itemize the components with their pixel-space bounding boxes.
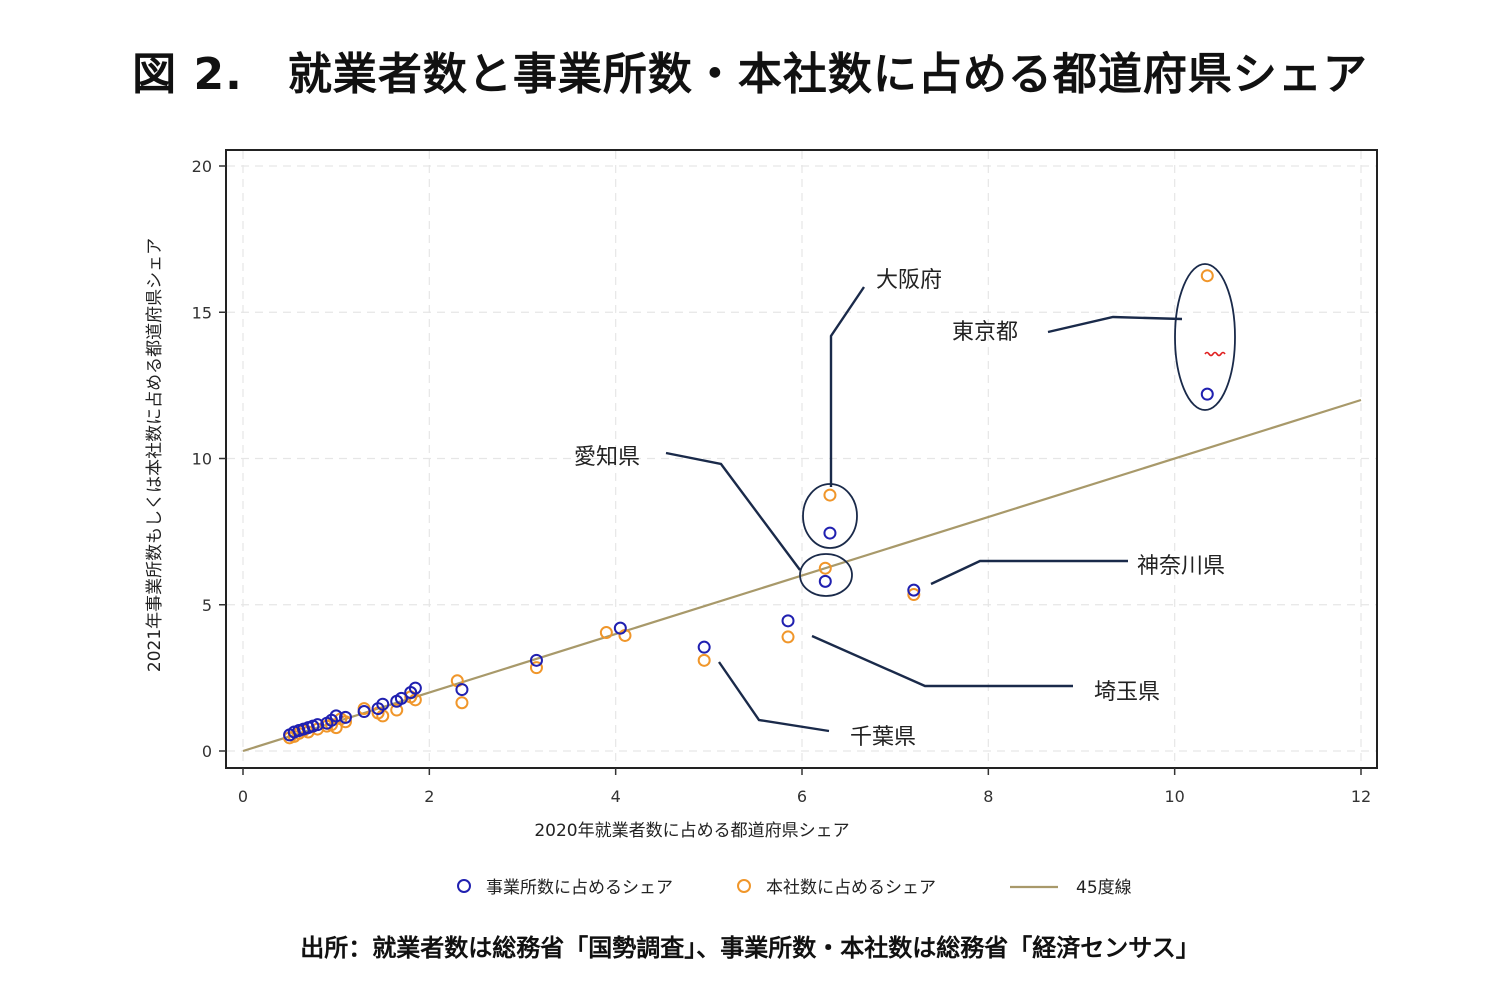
legend-marker-headquarters: [737, 879, 751, 893]
x-tick-label: 0: [238, 787, 248, 806]
point-establishment-share: [404, 686, 418, 699]
x-tick-label: 8: [983, 787, 993, 806]
point-headquarters-share: [697, 653, 711, 667]
point-headquarters-share: [781, 630, 795, 644]
y-tick-label: 20: [192, 157, 212, 176]
annotation-leader-osaka: [829, 286, 865, 487]
source-note: 出所：就業者数は総務省「国勢調査」、事業所数・本社数は総務省「経済センサス」: [300, 934, 1200, 962]
point-establishment-share: [338, 710, 352, 724]
x-tick-label: 6: [797, 787, 807, 806]
annotation-label-tokyo: 東京都: [952, 320, 1018, 345]
aichi-highlight-ellipse: [799, 553, 853, 597]
annotation-label-saitama: 埼玉県: [1094, 680, 1160, 705]
annotation-label-aichi: 愛知県: [574, 445, 640, 470]
point-headquarters-share: [907, 588, 921, 602]
x-tick-label: 12: [1351, 787, 1371, 806]
legend-marker-establishment: [457, 879, 471, 893]
legend-label-headquarters: 本社数に占めるシェア: [766, 878, 936, 898]
point-headquarters-share: [455, 696, 469, 710]
x-tick-label: 2: [424, 787, 434, 806]
point-establishment-share: [1200, 387, 1214, 401]
point-establishment-share: [697, 640, 711, 654]
point-establishment-share: [529, 653, 543, 667]
point-headquarters-share: [390, 703, 404, 717]
annotation-label-chiba: 千葉県: [850, 725, 916, 750]
point-establishment-share: [390, 694, 404, 708]
annotation-label-kanagawa: 神奈川県: [1137, 554, 1225, 579]
point-headquarters-share: [818, 561, 832, 575]
point-headquarters-share: [1200, 269, 1214, 283]
annotation-leader-aichi: [665, 451, 801, 571]
x-tick-label: 4: [611, 787, 621, 806]
annotation-leader-tokyo: [1047, 315, 1183, 334]
point-establishment-share: [818, 574, 832, 588]
tokyo-highlight-ellipse: [1174, 263, 1236, 411]
chart-title: 図 2. 就業者数と事業所数・本社数に占める都道府県シェア: [132, 49, 1368, 100]
series-45-degree-line: [242, 398, 1362, 753]
annotation-leader-chiba: [718, 661, 830, 733]
point-establishment-share: [371, 702, 385, 716]
legend-label-establishment: 事業所数に占めるシェア: [486, 878, 673, 898]
point-establishment-share: [823, 526, 837, 540]
y-tick-label: 10: [192, 450, 212, 469]
point-establishment-share: [781, 614, 795, 628]
y-tick-label: 15: [192, 303, 212, 322]
point-establishment-share: [320, 716, 334, 730]
point-headquarters-share: [823, 488, 837, 502]
annotation-leader-saitama: [811, 634, 1073, 688]
point-establishment-share: [357, 705, 371, 719]
point-establishment-share: [613, 621, 627, 635]
red-squiggle-mark: [1204, 351, 1226, 357]
x-tick-label: 10: [1164, 787, 1184, 806]
annotation-label-osaka: 大阪府: [876, 268, 942, 293]
y-tick-label: 5: [202, 596, 212, 615]
point-headquarters-share: [529, 661, 543, 675]
point-establishment-share: [283, 728, 297, 742]
point-establishment-share: [455, 683, 469, 697]
x-axis-label: 2020年就業者数に占める都道府県シェア: [534, 821, 849, 841]
y-axis-label: 2021年事業所数もしくは本社数に占める都道府県シェア: [145, 238, 165, 672]
annotation-leader-kanagawa: [930, 559, 1128, 586]
point-establishment-share: [907, 583, 921, 597]
y-tick-label: 0: [202, 742, 212, 761]
legend-label-45-line: 45度線: [1076, 878, 1132, 898]
point-headquarters-share: [599, 626, 613, 640]
